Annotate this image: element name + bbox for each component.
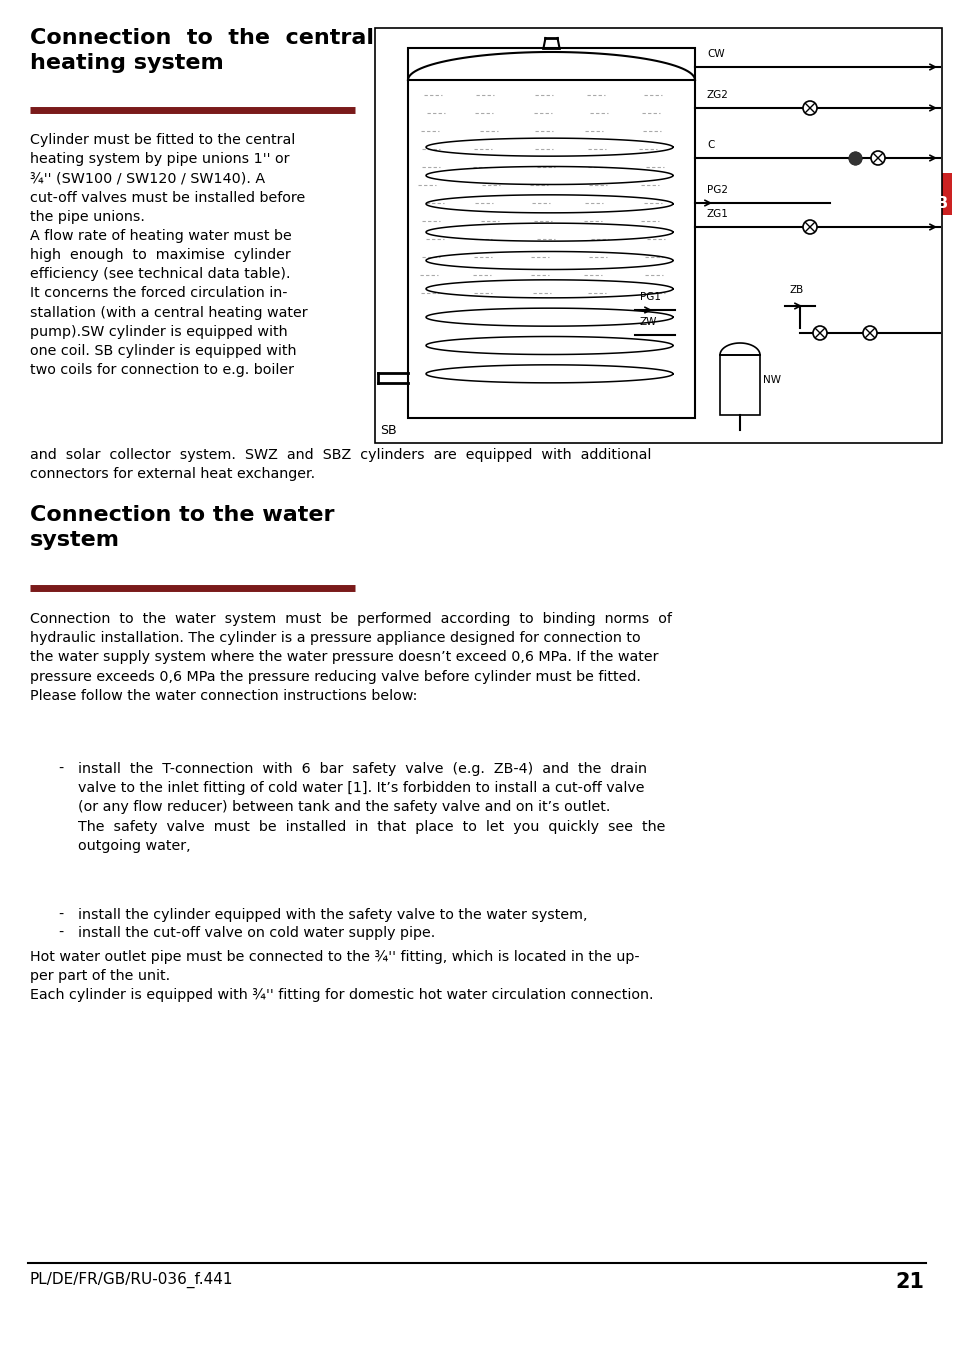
Text: PG1: PG1 <box>639 292 660 303</box>
Text: ZG1: ZG1 <box>706 208 728 219</box>
Bar <box>919 174 951 215</box>
Text: Connection  to  the  water  system  must  be  performed  according  to  binding : Connection to the water system must be p… <box>30 612 671 702</box>
Text: CW: CW <box>706 48 724 59</box>
Circle shape <box>802 221 816 234</box>
Text: install the cut-off valve on cold water supply pipe.: install the cut-off valve on cold water … <box>78 925 435 940</box>
Circle shape <box>802 101 816 116</box>
Text: NW: NW <box>762 375 781 385</box>
Bar <box>408 48 695 418</box>
Text: install the cylinder equipped with the safety valve to the water system,: install the cylinder equipped with the s… <box>78 908 587 923</box>
Text: ZW: ZW <box>639 317 657 327</box>
Circle shape <box>812 325 826 340</box>
Text: Connection  to  the  central
heating system: Connection to the central heating system <box>30 28 374 73</box>
Text: PL/DE/FR/GB/RU-036_f.441: PL/DE/FR/GB/RU-036_f.441 <box>30 1272 233 1289</box>
Text: -: - <box>58 763 63 776</box>
Text: ZG2: ZG2 <box>706 90 728 100</box>
Bar <box>720 355 760 416</box>
Text: -: - <box>58 908 63 923</box>
Text: SB: SB <box>379 424 396 437</box>
Text: ZB: ZB <box>789 285 803 295</box>
Text: Hot water outlet pipe must be connected to the ¾'' fitting, which is located in : Hot water outlet pipe must be connected … <box>30 950 653 1002</box>
Text: -: - <box>58 925 63 940</box>
Text: Cylinder must be fitted to the central
heating system by pipe unions 1'' or
¾'' : Cylinder must be fitted to the central h… <box>30 133 307 377</box>
Text: Connection to the water
system: Connection to the water system <box>30 504 335 550</box>
Circle shape <box>862 325 876 340</box>
Text: 21: 21 <box>894 1272 923 1293</box>
Text: install  the  T-connection  with  6  bar  safety  valve  (e.g.  ZB-4)  and  the : install the T-connection with 6 bar safe… <box>78 763 664 853</box>
Text: PG2: PG2 <box>706 186 727 195</box>
Bar <box>375 28 941 443</box>
Text: C: C <box>706 140 714 151</box>
Text: GB: GB <box>923 196 947 211</box>
Text: and  solar  collector  system.  SWZ  and  SBZ  cylinders  are  equipped  with  a: and solar collector system. SWZ and SBZ … <box>30 448 651 482</box>
Circle shape <box>870 151 884 165</box>
